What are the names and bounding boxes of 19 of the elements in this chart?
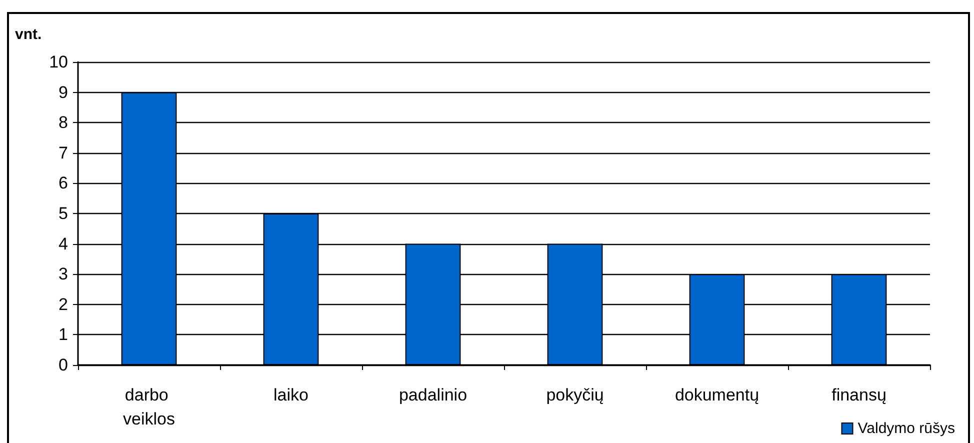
y-tick-label: 4 [58,234,68,254]
y-tick-label: 2 [58,294,68,314]
y-tick-label: 0 [58,356,68,374]
x-tick-label: padalinio [398,386,468,404]
y-tick-label: 9 [58,82,68,102]
x-tick-label: dokumentų [674,386,760,404]
y-tick-label: 8 [58,113,68,132]
y-tick-label: 7 [58,143,68,162]
y-tick-label: 3 [58,264,68,284]
legend-label: Valdymo rūšys [858,420,956,437]
y-tick-label: 10 [49,52,68,72]
x-tick-label: laiko [274,386,308,404]
y-tick-label: 5 [58,204,68,223]
x-tick-label: pokyčių [546,386,604,404]
y-tick-label: 1 [58,325,68,344]
x-tick-label: finansų [832,386,886,404]
y-tick-label: 6 [58,174,68,193]
y-axis-title: vnt. [15,26,42,43]
x-tick-label: darbo veiklos [123,386,175,428]
